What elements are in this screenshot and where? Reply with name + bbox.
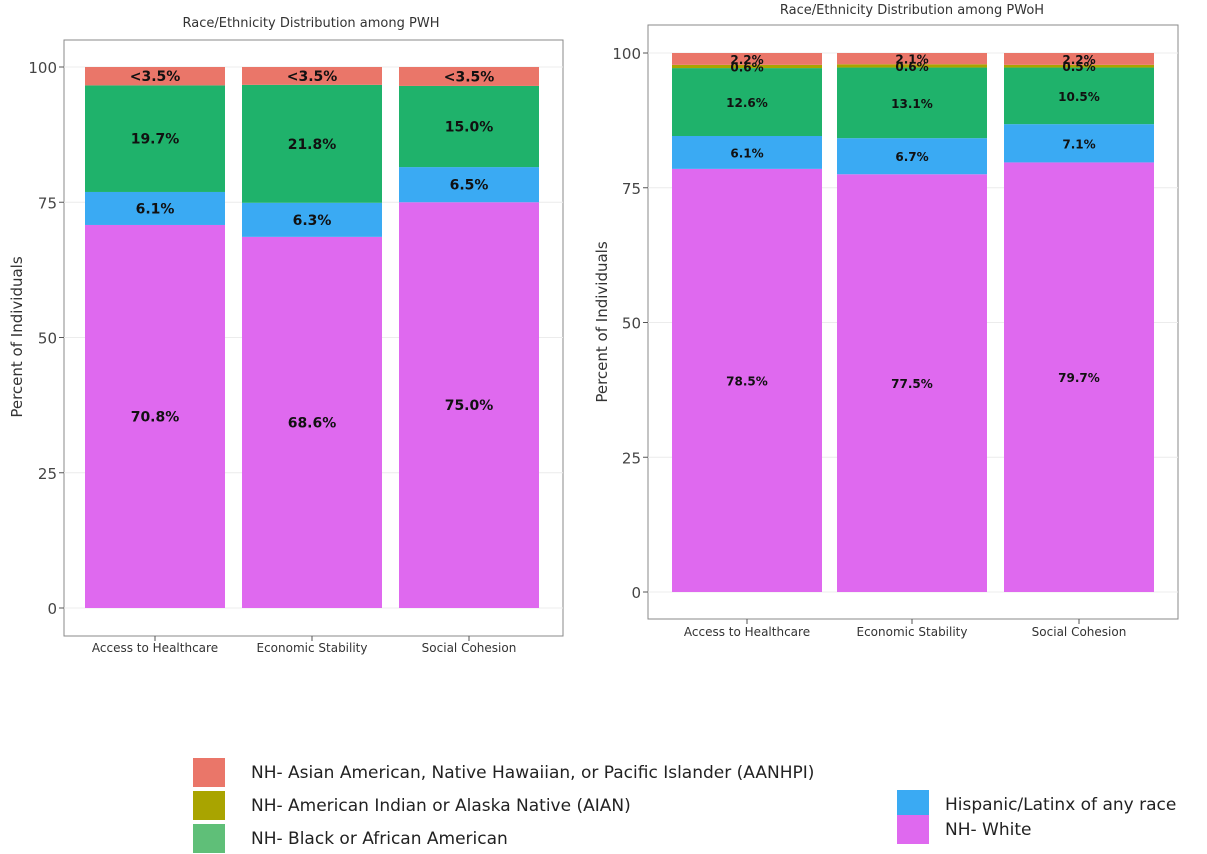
y-axis-label-pwoh: Percent of Individuals	[593, 241, 611, 402]
data-label-white-pwoh: 79.7%	[1058, 371, 1100, 385]
bar-segment-aian-pwoh	[837, 64, 987, 68]
y-tick-label-pwh: 0	[47, 600, 57, 618]
bar-segment-black-pwoh	[837, 67, 987, 139]
data-label-aanhpi-pwh: <3.5%	[287, 69, 338, 85]
bar-segment-aian-pwoh	[1004, 64, 1154, 68]
y-tick-label-pwoh: 25	[622, 449, 641, 467]
bar-segment-white-pwh	[242, 236, 382, 608]
legend-label-aanhpi: NH- Asian American, Native Hawaiian, or …	[251, 762, 815, 783]
data-label-aian-pwoh: 0.5%	[1062, 60, 1095, 74]
y-axis-label-pwh: Percent of Individuals	[8, 256, 26, 417]
x-tick-label-pwh: Access to Healthcare	[92, 641, 218, 655]
y-tick-label-pwh: 25	[38, 465, 57, 483]
legend-swatch-black	[193, 824, 225, 853]
data-label-aian-pwoh: 0.6%	[895, 60, 928, 74]
legend-item-black: NH- Black or African American	[193, 824, 508, 853]
bar-segment-aanhpi-pwoh	[672, 53, 822, 65]
bar-segment-aanhpi-pwoh	[1004, 53, 1154, 65]
bar-segment-black-pwh	[85, 85, 225, 192]
charts-canvas: 0 25 50 75 100 Race/Ethnicity Distribution am…	[8, 3, 1179, 655]
bar-segment-hispanic-pwh	[399, 167, 539, 203]
legend-item-aian: NH- American Indian or Alaska Native (AI…	[193, 791, 631, 820]
chart-title-pwh: Race/Ethnicity Distribution among PWH	[183, 16, 440, 31]
x-tick-label-pwoh: Economic Stability	[856, 625, 967, 639]
data-label-hispanic-pwh: 6.1%	[136, 201, 175, 217]
data-label-hispanic-pwoh: 6.7%	[895, 150, 928, 164]
data-label-black-pwoh: 13.1%	[891, 97, 933, 111]
bar-segment-hispanic-pwoh	[672, 136, 822, 169]
bar-segment-black-pwh	[399, 85, 539, 168]
data-label-aanhpi-pwoh: 2.1%	[895, 53, 928, 67]
x-tick-label-pwh: Social Cohesion	[422, 641, 517, 655]
legend-label-black: NH- Black or African American	[251, 828, 508, 849]
data-label-aanhpi-pwoh: 2.2%	[730, 53, 763, 67]
data-label-aanhpi-pwoh: 2.2%	[1062, 53, 1095, 67]
bar-segment-black-pwoh	[672, 68, 822, 137]
legend-item-white: NH- White	[897, 815, 1031, 844]
data-label-aanhpi-pwh: <3.5%	[130, 69, 181, 85]
data-label-white-pwoh: 78.5%	[726, 374, 768, 388]
y-tick-label-pwoh: 100	[612, 45, 641, 63]
data-label-black-pwh: 21.8%	[288, 137, 337, 153]
data-label-white-pwh: 68.6%	[288, 415, 337, 431]
legend-swatch-hispanic	[897, 790, 929, 819]
data-label-aian-pwoh: 0.6%	[730, 60, 763, 74]
legend-label-white: NH- White	[945, 819, 1032, 840]
legend-item-aanhpi: NH- Asian American, Native Hawaiian, or …	[193, 758, 814, 787]
bar-segment-aanhpi-pwoh	[837, 53, 987, 65]
data-label-white-pwh: 75.0%	[445, 398, 494, 414]
bar-segment-black-pwh	[242, 84, 382, 203]
legend-label-aian: NH- American Indian or Alaska Native (AI…	[251, 795, 631, 816]
data-label-hispanic-pwoh: 6.1%	[730, 146, 763, 160]
y-tick-label-pwh: 50	[38, 330, 57, 348]
legend-label-hispanic: Hispanic/Latinx of any race	[945, 794, 1177, 815]
data-label-white-pwh: 70.8%	[131, 409, 180, 425]
bar-segment-white-pwoh	[672, 168, 822, 592]
bar-segment-aanhpi-pwh	[399, 67, 539, 86]
y-tick-label-pwoh: 50	[622, 315, 641, 333]
y-tick-label-pwoh: 0	[631, 584, 641, 602]
data-label-black-pwh: 15.0%	[445, 120, 494, 136]
bar-segment-hispanic-pwh	[242, 202, 382, 237]
data-label-aanhpi-pwh: <3.5%	[444, 69, 495, 85]
data-label-hispanic-pwoh: 7.1%	[1062, 137, 1095, 151]
bar-segment-hispanic-pwh	[85, 191, 225, 225]
chart-title-pwoh: Race/Ethnicity Distribution among PWoH	[780, 3, 1044, 18]
y-tick-label-pwh: 100	[28, 59, 57, 77]
bar-segment-hispanic-pwoh	[837, 138, 987, 175]
legend-item-hispanic: Hispanic/Latinx of any race	[897, 790, 1176, 819]
data-label-black-pwoh: 12.6%	[726, 96, 768, 110]
data-label-black-pwoh: 10.5%	[1058, 90, 1100, 104]
bar-segment-white-pwh	[399, 202, 539, 608]
bar-segment-white-pwoh	[1004, 162, 1154, 593]
bar-segment-hispanic-pwoh	[1004, 124, 1154, 163]
bar-segment-aanhpi-pwh	[85, 67, 225, 86]
bar-segment-white-pwh	[85, 224, 225, 609]
data-label-hispanic-pwh: 6.3%	[293, 213, 332, 229]
x-tick-label-pwh: Economic Stability	[256, 641, 367, 655]
data-label-black-pwh: 19.7%	[131, 132, 180, 148]
bar-segment-black-pwoh	[1004, 67, 1154, 125]
y-tick-label-pwh: 75	[38, 194, 57, 212]
bar-segment-aian-pwoh	[672, 64, 822, 69]
x-tick-label-pwoh: Access to Healthcare	[684, 625, 810, 639]
bar-segment-aanhpi-pwh	[242, 67, 382, 85]
data-label-white-pwoh: 77.5%	[891, 377, 933, 391]
bar-segment-white-pwoh	[837, 174, 987, 592]
data-label-hispanic-pwh: 6.5%	[450, 178, 489, 194]
y-tick-label-pwoh: 75	[622, 180, 641, 198]
legend-swatch-aian	[193, 791, 225, 820]
x-tick-label-pwoh: Social Cohesion	[1032, 625, 1127, 639]
legend-swatch-aanhpi	[193, 758, 225, 787]
legend-swatch-white	[897, 815, 929, 844]
